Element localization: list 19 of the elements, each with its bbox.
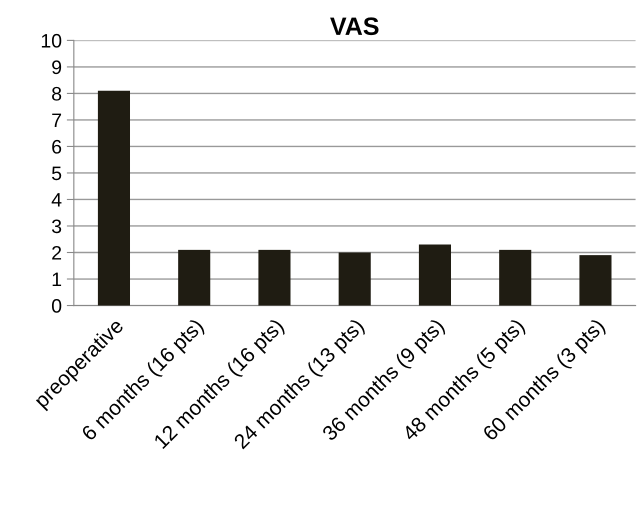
bar xyxy=(579,255,612,306)
y-tick-label: 0 xyxy=(52,298,62,313)
bar xyxy=(499,250,532,306)
bar xyxy=(258,250,291,306)
bar xyxy=(418,244,452,306)
bar xyxy=(178,250,210,306)
y-tick-label: 6 xyxy=(52,140,62,154)
y-tick-label: 1 xyxy=(52,272,62,286)
y-tick-label: 10 xyxy=(42,34,62,48)
chart-title: VAS xyxy=(330,17,379,36)
bar xyxy=(338,252,371,306)
y-tick-label: 2 xyxy=(52,246,62,260)
y-tick-label: 5 xyxy=(52,166,62,180)
y-tick-label: 3 xyxy=(52,219,62,234)
y-tick-label: 8 xyxy=(52,86,62,101)
y-tick-label: 9 xyxy=(52,60,62,74)
y-tick-label: 4 xyxy=(52,193,62,207)
y-tick-label: 7 xyxy=(52,114,62,127)
bar xyxy=(98,90,130,306)
